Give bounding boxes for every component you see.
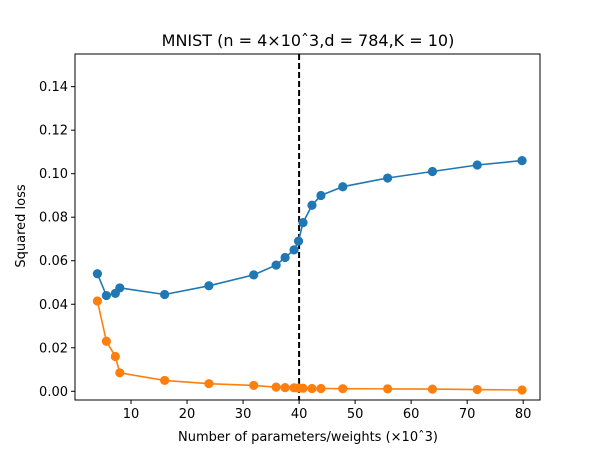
series-0-point: [280, 252, 290, 263]
series-0-point: [160, 289, 170, 300]
series-1-point: [115, 368, 125, 378]
series-0-point: [338, 182, 348, 192]
y-tick-label: 0.12: [39, 124, 68, 139]
y-tick-label: 0.10: [39, 167, 68, 182]
series-1-point: [383, 384, 393, 394]
series-0-point: [271, 260, 281, 270]
y-tick-label: 0.00: [39, 385, 68, 400]
series-0-point: [517, 156, 527, 166]
axes: 10 20 30 40 50 60 70 80 0.00 0.02 0.04 0.06 0.08 0.10…: [39, 80, 531, 422]
series-0-point: [316, 190, 326, 201]
series-0-point: [204, 281, 214, 291]
series-1-point: [249, 380, 259, 391]
x-tick-label: 30: [235, 407, 252, 422]
series-1-point: [298, 383, 308, 393]
y-tick-label: 0.14: [39, 80, 68, 95]
chart-title: MNIST (n = 4×10ˆ3,d = 784,K = 10): [162, 31, 455, 50]
series-1-point: [110, 351, 120, 362]
series-1-point: [92, 296, 103, 306]
series-0-point: [249, 270, 259, 280]
series-1-point: [271, 382, 281, 392]
x-tick-label: 40: [291, 407, 308, 422]
series-1-point: [472, 384, 482, 395]
series-0-point: [383, 173, 393, 183]
y-tick-label: 0.04: [39, 298, 68, 313]
x-tick-label: 60: [403, 407, 420, 422]
x-tick-label: 20: [179, 407, 196, 422]
series-0-point: [289, 245, 299, 255]
series-0-point: [298, 218, 308, 228]
series-0-point: [427, 166, 438, 177]
x-tick-label: 70: [459, 407, 476, 422]
y-tick-label: 0.02: [39, 341, 68, 356]
series-0-point: [101, 290, 111, 301]
series-0-point: [293, 236, 304, 246]
x-tick-label: 80: [515, 407, 532, 422]
series-1-point: [280, 382, 290, 393]
series-1-point: [160, 375, 170, 386]
series-1-point: [427, 384, 438, 394]
x-axis-label: Number of parameters/weights (×10ˆ3): [178, 430, 438, 445]
series-1-point: [101, 336, 111, 346]
x-tick-label: 50: [347, 407, 364, 422]
series-1-point: [338, 384, 348, 394]
plot-area: [92, 54, 527, 400]
y-axis-label: Squared loss: [14, 184, 29, 267]
series-0-point: [115, 283, 125, 293]
x-tick-label: 10: [123, 407, 140, 422]
series-1-point: [307, 383, 317, 394]
series-1-point: [316, 383, 326, 394]
series-0-point: [307, 200, 317, 210]
y-tick-label: 0.08: [39, 211, 68, 226]
plot-frame: [74, 53, 541, 401]
y-tick-label: 0.06: [39, 254, 68, 269]
series-0-point: [92, 269, 103, 279]
series-1-point: [517, 385, 527, 395]
series-1-point: [204, 379, 214, 389]
series-0-point: [472, 160, 482, 170]
